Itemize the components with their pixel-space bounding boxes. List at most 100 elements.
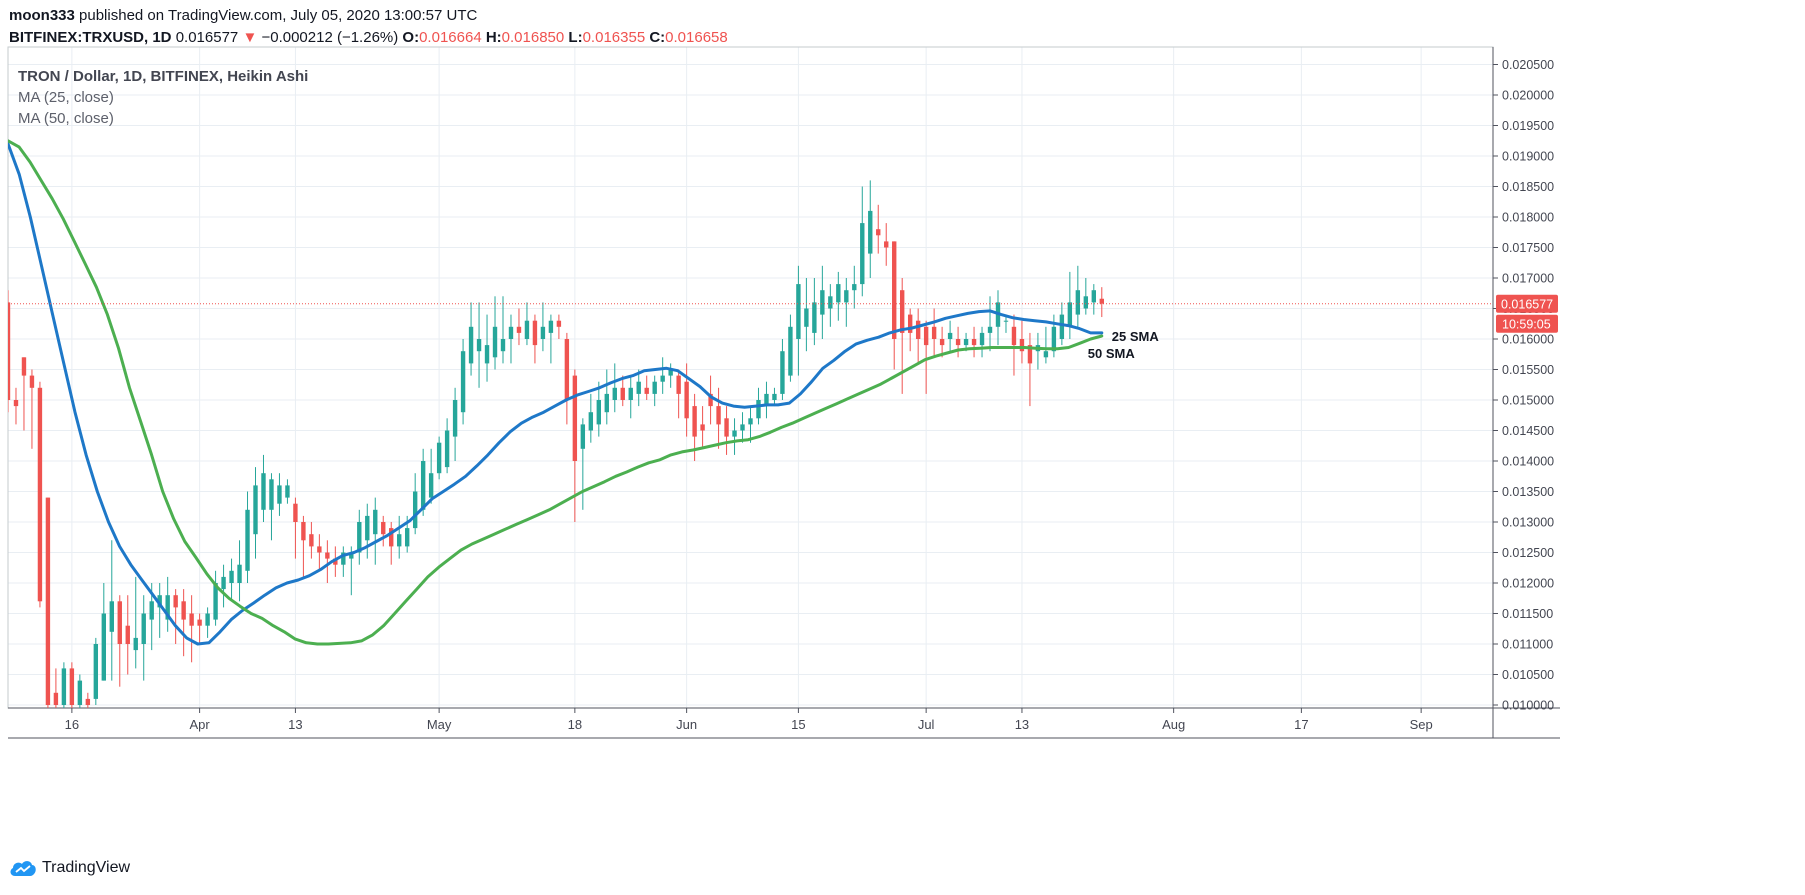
candle-up [1091, 284, 1097, 315]
y-tick-label: 0.015500 [1502, 363, 1554, 377]
candle-body [373, 509, 378, 535]
y-tick-label: 0.013000 [1502, 516, 1554, 530]
candle-up [420, 448, 426, 516]
candle-up [660, 357, 665, 394]
candle-body [484, 345, 490, 364]
candle-down [716, 387, 721, 449]
candle-body [923, 326, 929, 346]
x-tick-label: 16 [65, 717, 79, 732]
candle-up [604, 369, 609, 425]
x-tick-label: 13 [1015, 717, 1029, 732]
candle-body [333, 558, 338, 565]
candle-down [197, 613, 202, 644]
candle-down [884, 223, 889, 266]
tradingview-logo[interactable]: TradingView [9, 859, 130, 877]
candle-body [708, 393, 713, 407]
candle-body [955, 339, 961, 346]
candle-down [532, 314, 538, 364]
chart-title[interactable]: TRON / Dollar, 1D, BITFINEX, Heikin Ashi [18, 68, 309, 85]
legend-ma25[interactable]: MA (25, close) [18, 89, 114, 106]
candle-body [628, 387, 633, 400]
candle-up [764, 381, 769, 419]
symbol-bar: BITFINEX:TRXUSD, 1D 0.016577 ▼ −0.000212… [9, 29, 728, 46]
countdown-value: 10:59:05 [1502, 317, 1551, 331]
candle-body [317, 546, 322, 553]
candle-body [588, 412, 594, 431]
candle-body [412, 491, 418, 529]
open-value: 0.016664 [419, 29, 482, 46]
candle-body [149, 601, 154, 620]
symbol-name: BITFINEX:TRXUSD, 1D [9, 29, 172, 46]
candle-up [524, 302, 530, 346]
candle-down [892, 241, 897, 370]
candle-down [85, 692, 91, 708]
y-tick-label: 0.017500 [1502, 241, 1554, 255]
candle-up [277, 473, 282, 516]
candle-body [788, 326, 793, 376]
legend-ma50[interactable]: MA (50, close) [18, 110, 114, 127]
candle-body [237, 564, 242, 583]
last-value: 0.016577 [175, 29, 239, 46]
candle-body [404, 528, 410, 547]
y-tick-label: 0.014000 [1502, 455, 1554, 469]
candle-up [1035, 332, 1041, 370]
candle-down [181, 589, 186, 657]
x-tick-label: Jun [676, 717, 697, 732]
candle-body [189, 613, 194, 626]
y-tick-label: 0.020500 [1502, 58, 1554, 72]
candle-body [492, 326, 498, 358]
candle-body [828, 296, 833, 309]
grid [8, 47, 1493, 708]
candle-down [644, 375, 649, 400]
candle-down [955, 326, 961, 358]
candle-down [317, 534, 322, 571]
candle-body [29, 375, 35, 388]
candle-body [612, 387, 617, 400]
candle-body [804, 308, 809, 327]
x-tick-label: 18 [568, 717, 582, 732]
ma50-line [8, 139, 1104, 646]
candle-body [939, 339, 945, 346]
candle-body [812, 302, 817, 333]
candle-down [37, 381, 43, 608]
candles [8, 180, 1104, 708]
last-price-badge [1496, 294, 1558, 313]
candle-body [836, 284, 841, 303]
candle-body [668, 369, 673, 376]
candle-down [13, 387, 19, 425]
candle-body [173, 595, 178, 608]
y-tick-label: 0.011000 [1502, 638, 1553, 652]
x-tick-label: 13 [288, 717, 302, 732]
candle-down [516, 308, 522, 346]
candle-body [796, 284, 801, 339]
candle-down [700, 406, 705, 449]
candle-up [508, 314, 514, 364]
candle-body [732, 430, 737, 437]
candle-body [820, 290, 825, 315]
y-tick-label: 0.010000 [1502, 699, 1554, 713]
candle-body [556, 320, 562, 327]
candle-body [141, 613, 146, 644]
candle-up [213, 570, 218, 626]
plot-border [7, 46, 1494, 709]
candle-up [987, 296, 993, 352]
candle-body [1083, 296, 1089, 309]
candle-up [740, 412, 745, 443]
candle-body [1099, 298, 1104, 304]
candle-body [963, 339, 969, 346]
candle-up [1043, 326, 1049, 364]
low-value: 0.016355 [582, 29, 646, 46]
candle-body [1011, 326, 1017, 346]
annotation-25-sma: 25 SMA [1112, 329, 1160, 344]
candle-body [676, 375, 681, 394]
candle-body [476, 339, 482, 352]
candle-up [61, 662, 67, 708]
author-name[interactable]: moon333 [9, 7, 75, 24]
candle-up [812, 278, 817, 346]
candle-body [756, 400, 761, 419]
y-tick-label: 0.015000 [1502, 394, 1554, 408]
candle-up [1051, 314, 1057, 358]
candle-up [444, 418, 450, 474]
candle-down [189, 595, 194, 663]
